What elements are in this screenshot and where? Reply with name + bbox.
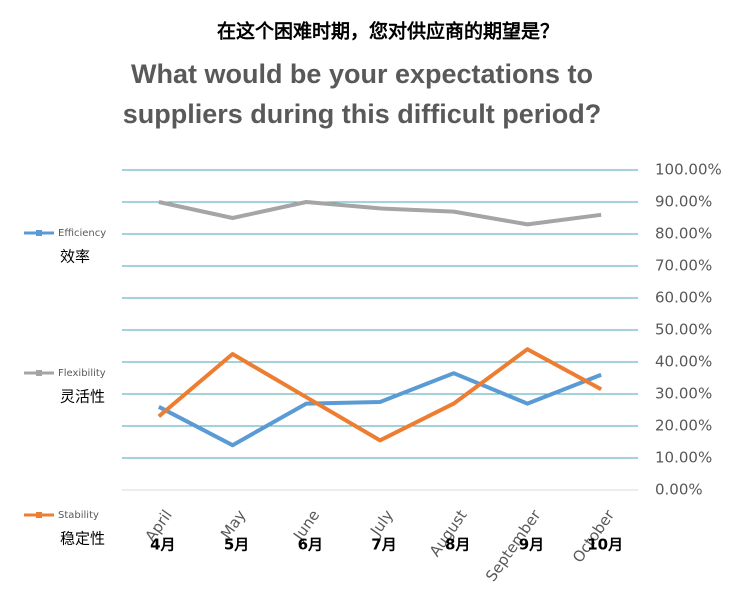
- y-tick-label: 100.00%: [655, 161, 722, 179]
- legend-label-zh: 稳定性: [60, 530, 105, 548]
- legend-swatch-marker: [36, 512, 42, 518]
- legend-label-zh: 效率: [60, 248, 90, 266]
- x-tick-label-zh: 6月: [298, 536, 323, 554]
- x-tick-label-zh: 9月: [519, 536, 544, 554]
- x-tick-label-zh: 7月: [371, 536, 396, 554]
- y-tick-label: 60.00%: [655, 289, 712, 307]
- y-tick-label: 30.00%: [655, 385, 712, 403]
- legend-label: Efficiency: [58, 228, 106, 239]
- y-tick-label: 10.00%: [655, 449, 712, 467]
- legend-label: Stability: [58, 510, 99, 521]
- x-tick-label-zh: 10月: [587, 536, 623, 554]
- chart-title: What would be your expectations to suppli…: [123, 59, 602, 129]
- line: [157, 371, 602, 448]
- chart-title-zh: 在这个困难时期，您对供应商的期望是？: [217, 20, 559, 43]
- legend-swatch-marker: [36, 230, 42, 236]
- y-tick-label: 90.00%: [655, 193, 712, 211]
- y-tick-label: 40.00%: [655, 353, 712, 371]
- y-tick-label: 50.00%: [655, 321, 712, 339]
- y-tick-label: 70.00%: [655, 257, 712, 275]
- x-tick-label-zh: 8月: [445, 536, 470, 554]
- legend-swatch-marker: [36, 370, 42, 376]
- legend-label-zh: 灵活性: [60, 388, 105, 406]
- legend-label: Flexibility: [58, 368, 106, 379]
- y-tick-label: 0.00%: [655, 481, 703, 499]
- y-tick-label: 20.00%: [655, 417, 712, 435]
- x-tick-label-zh: 4月: [150, 536, 175, 554]
- x-tick-label-zh: 5月: [224, 536, 249, 554]
- y-tick-label: 80.00%: [655, 225, 712, 243]
- line: [158, 200, 602, 227]
- line: [157, 347, 603, 443]
